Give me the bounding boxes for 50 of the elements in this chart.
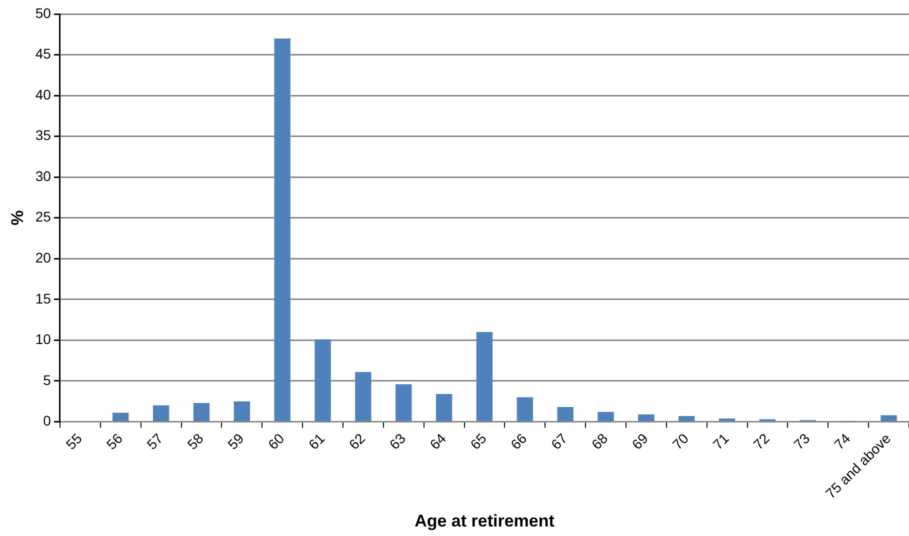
x-tick-label: 56 xyxy=(103,430,126,453)
bar xyxy=(274,38,290,421)
y-tick-label: 45 xyxy=(35,46,52,62)
x-tick-label: 69 xyxy=(628,430,652,453)
bar xyxy=(678,416,695,421)
bar xyxy=(476,332,493,421)
bar xyxy=(112,412,129,421)
y-axis-title: % xyxy=(8,210,27,226)
x-axis-title: Age at retirement xyxy=(414,511,555,530)
bar xyxy=(152,405,170,421)
x-tick-label: 72 xyxy=(750,430,772,453)
x-tick-label: 65 xyxy=(467,430,490,453)
bar xyxy=(436,394,452,421)
x-tick-label: 71 xyxy=(710,430,732,453)
x-tick-label: 68 xyxy=(588,430,611,453)
x-tick-label: 66 xyxy=(507,430,530,453)
y-tick-label: 0 xyxy=(43,412,52,429)
bar xyxy=(396,384,412,421)
x-tick-label: 59 xyxy=(224,430,247,453)
x-tick-label: 61 xyxy=(305,430,328,453)
bar xyxy=(314,339,331,421)
x-tick-label: 74 xyxy=(830,430,854,453)
x-tick-label: 57 xyxy=(144,430,166,453)
bar xyxy=(234,401,250,421)
y-tick-label: 35 xyxy=(35,127,52,144)
y-tick-label: 50 xyxy=(35,4,52,21)
bar xyxy=(638,414,654,421)
x-tick-label: 63 xyxy=(386,430,409,453)
x-tick-label: 67 xyxy=(548,430,570,453)
x-tick-label: 70 xyxy=(669,430,692,453)
y-tick-label: 40 xyxy=(35,86,52,102)
y-tick-label: 5 xyxy=(43,372,52,388)
x-tick-label: 62 xyxy=(346,430,368,453)
bar xyxy=(355,372,372,421)
x-tick-label: 73 xyxy=(790,430,813,453)
bar xyxy=(598,412,614,421)
bar xyxy=(557,407,574,421)
bar xyxy=(718,418,736,421)
y-tick-label: 20 xyxy=(35,249,52,266)
y-tick-label: 30 xyxy=(35,168,52,184)
bar xyxy=(193,402,210,421)
x-tick-label: 60 xyxy=(264,430,288,453)
y-tick-label: 10 xyxy=(35,331,52,348)
x-tick-label: 55 xyxy=(62,430,86,453)
bar xyxy=(516,397,533,421)
y-tick-label: 15 xyxy=(35,290,52,306)
x-tick-label: 64 xyxy=(426,430,450,453)
x-tick-label: 58 xyxy=(184,430,206,453)
y-tick-label: 25 xyxy=(35,208,52,225)
bar xyxy=(880,415,897,421)
